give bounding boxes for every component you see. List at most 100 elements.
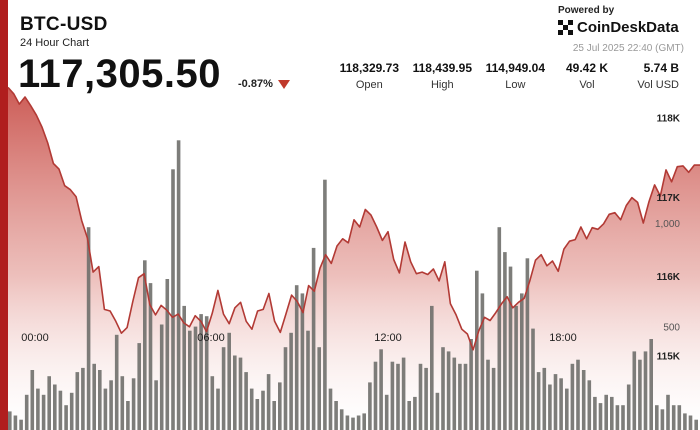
volume-bar xyxy=(24,394,29,430)
volume-bar xyxy=(508,266,513,430)
volume-bar xyxy=(19,419,23,430)
stat-value: 5.74 B xyxy=(643,61,679,75)
volume-bar xyxy=(255,399,260,430)
volume-bar xyxy=(401,357,406,430)
price-area-fill xyxy=(8,87,700,430)
powered-by-label: Powered by xyxy=(558,5,615,16)
volume-bar xyxy=(486,359,490,430)
axis-labels: 115K 116K 117K 118K 500 1,000 00:00 06:00 12:00 1… xyxy=(21,114,681,363)
timestamp: 25 Jul 2025 22:40 (GMT) xyxy=(572,43,684,54)
volume-bar xyxy=(238,357,243,430)
volume-bar xyxy=(8,411,12,430)
volume-bar xyxy=(475,270,479,430)
stat-label: Vol USD xyxy=(637,79,679,91)
volume-bar xyxy=(384,394,389,430)
price-line-path xyxy=(7,86,700,351)
volume-bar xyxy=(233,355,237,430)
volume-bar xyxy=(396,363,400,430)
volume-bar xyxy=(283,347,288,430)
volume-bar xyxy=(458,363,462,430)
volume-bar xyxy=(221,347,226,430)
stat-high: 118,439.95 High xyxy=(413,61,472,91)
volume-bar xyxy=(581,370,586,430)
volume-bar xyxy=(424,367,428,430)
volume-bar xyxy=(289,332,293,430)
stat-value: 118,439.95 xyxy=(412,61,472,75)
stat-low: 114,949.04 Low xyxy=(486,61,545,91)
price-tick-label: 116K xyxy=(657,272,681,283)
volume-bar xyxy=(159,324,164,430)
volume-bar xyxy=(463,363,468,430)
volume-bar xyxy=(306,330,310,430)
time-tick-label: 06:00 xyxy=(197,332,225,344)
volume-bar xyxy=(334,401,338,430)
volume-bar xyxy=(317,347,321,430)
volume-bar xyxy=(86,227,91,430)
volume-bar xyxy=(204,316,209,430)
volume-bar xyxy=(525,258,530,430)
accent-bar xyxy=(0,0,8,430)
volume-bar xyxy=(694,419,698,430)
change-percent: -0.87% xyxy=(238,78,273,90)
volume-bar xyxy=(497,227,502,430)
volume-bar xyxy=(638,359,642,430)
price-area xyxy=(8,87,700,430)
stat-label: High xyxy=(430,79,454,91)
volume-bar xyxy=(345,415,350,430)
volume-bar xyxy=(75,372,80,430)
volume-bar xyxy=(491,367,496,430)
volume-bar xyxy=(446,351,451,430)
volume-bar xyxy=(188,330,192,430)
volume-bar xyxy=(199,314,203,430)
volume-bar xyxy=(53,384,57,430)
volume-bar xyxy=(339,409,344,430)
volume-bar xyxy=(266,374,271,430)
volume-bar xyxy=(64,405,68,430)
down-arrow-icon xyxy=(278,80,290,89)
volume-bar xyxy=(688,415,693,430)
stat-label: Low xyxy=(505,79,526,91)
symbol-title: BTC-USD xyxy=(20,14,108,35)
volume-bar xyxy=(47,376,51,430)
price-tick-label: 118K xyxy=(657,114,681,125)
stat-value: 118,329.73 xyxy=(339,61,399,75)
volume-bar xyxy=(323,179,327,430)
time-tick-label: 12:00 xyxy=(374,332,402,344)
volume-bar xyxy=(92,363,96,430)
volume-bar xyxy=(418,363,423,430)
stat-label: Vol xyxy=(579,79,595,91)
volume-bar xyxy=(610,396,614,430)
brand-name: CoinDeskData xyxy=(577,19,679,36)
volume-bar xyxy=(570,363,575,430)
volume-bar xyxy=(356,415,361,430)
volume-bar xyxy=(171,169,175,430)
volume-bar xyxy=(542,367,547,430)
volume-bar xyxy=(666,394,670,430)
time-tick-label: 18:00 xyxy=(549,332,577,344)
stat-value: 49.42 K xyxy=(565,61,608,75)
volume-bar xyxy=(261,390,265,430)
volume-bar xyxy=(677,405,682,430)
price-line xyxy=(7,86,700,351)
brand-logo[interactable]: CoinDeskData xyxy=(558,19,679,36)
current-price: 117,305.50 xyxy=(18,52,221,96)
volume-bar xyxy=(441,347,445,430)
volume-bar xyxy=(210,376,215,430)
volume-bar xyxy=(632,351,637,430)
volume-bar xyxy=(300,293,305,430)
volume-bar xyxy=(649,339,653,430)
volume-bar xyxy=(165,279,170,430)
volume-bar xyxy=(81,367,85,430)
volume-bar xyxy=(278,382,282,430)
volume-bar xyxy=(148,283,153,430)
volume-bar xyxy=(593,396,597,430)
stat-volume-usd: 5.74 B Vol USD xyxy=(637,61,679,91)
volume-bar xyxy=(548,384,552,430)
volume-bar xyxy=(480,293,485,430)
volume-bar xyxy=(227,332,231,430)
volume-tick-label: 1,000 xyxy=(655,219,680,230)
volume-bar xyxy=(430,305,434,430)
volume-bar xyxy=(30,370,35,430)
volume-bar xyxy=(576,359,580,430)
